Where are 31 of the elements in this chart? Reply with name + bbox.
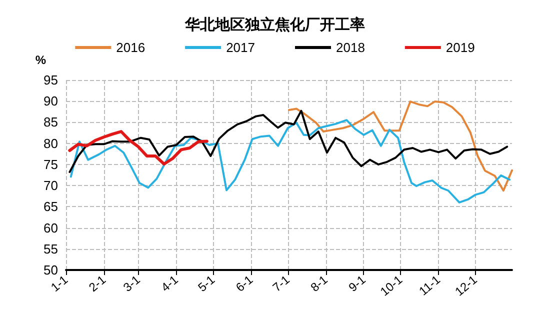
legend-label: 2017 [226,40,255,55]
y-tick-label: 75 [44,156,58,172]
x-tick-label: 2-1 [86,272,109,295]
y-tick-label: 95 [44,72,58,88]
line-series [68,130,208,166]
y-axis-title: % [35,53,46,67]
y-tick-label: 80 [44,136,58,151]
y-tick-label: 60 [44,220,58,236]
legend-label: 2016 [116,40,146,55]
y-tick-label: 65 [44,199,58,214]
y-tick-label: 70 [44,178,58,194]
y-tick-label: 90 [44,94,58,109]
x-tick-label: 10-1 [378,272,406,299]
x-tick-label: 7-1 [270,272,293,295]
x-tick-label: 3-1 [120,272,144,295]
line-series [288,100,513,192]
chart-title: 华北地区独立焦化厂开工率 [184,16,365,34]
x-tick-label: 8-1 [308,272,331,295]
y-tick-label: 85 [44,114,58,130]
y-tick-label: 50 [44,262,58,278]
x-tick-label: 12-1 [452,272,480,299]
x-tick-label: 6-1 [233,272,256,295]
legend-label: 2018 [336,40,365,55]
line-series [68,110,508,174]
x-tick-label: 5-1 [195,272,218,295]
y-tick-label: 55 [44,241,58,256]
legend-label: 2019 [446,40,475,55]
x-tick-label: 9-1 [346,272,368,295]
x-tick-label: 4-1 [158,272,182,295]
line-series [70,119,511,204]
x-tick-label: 11-1 [416,272,444,298]
